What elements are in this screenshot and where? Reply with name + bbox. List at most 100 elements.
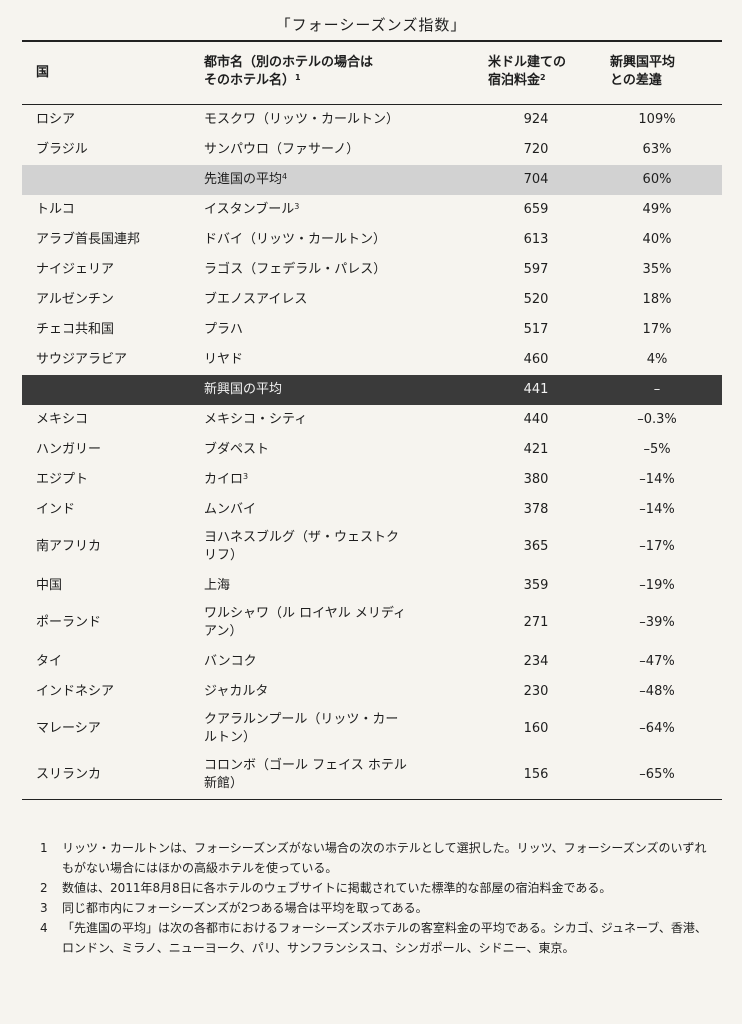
footnote-item: 4 「先進国の平均」は次の各都市におけるフォーシーズンズホテルの客室料金の平均であ… xyxy=(40,918,716,958)
city-cell: ヨハネスブルグ（ザ・ウェストク リフ） xyxy=(204,529,484,565)
city-cell: ラゴス（フェデラル・パレス） xyxy=(204,261,484,279)
table-row: インド ムンバイ 378 –14% xyxy=(22,495,722,525)
table-row: 南アフリカ ヨハネスブルグ（ザ・ウェストク リフ） 365 –17% xyxy=(22,525,722,571)
diff-cell: –17% xyxy=(639,539,675,554)
price-cell: 365 xyxy=(523,539,549,554)
diff-cell: –5% xyxy=(643,442,671,457)
city-line1: ワルシャワ（ル ロイヤル メリディ xyxy=(204,606,406,621)
table-row: メキシコ メキシコ・シティ 440 –0.3% xyxy=(22,405,722,435)
city-cell: ドバイ（リッツ・カールトン） xyxy=(204,231,484,249)
footnote-number: 2 xyxy=(40,881,48,895)
footnote-item: 2 数値は、2011年8月8日に各ホテルのウェブサイトに掲載されていた標準的な部屋… xyxy=(40,878,716,898)
city-cell: サンパウロ（ファサーノ） xyxy=(204,141,484,159)
country-cell: サウジアラビア xyxy=(36,352,128,367)
price-cell: 659 xyxy=(523,202,549,217)
country-cell: メキシコ xyxy=(36,412,89,427)
diff-cell: –47% xyxy=(639,654,675,669)
diff-cell: –0.3% xyxy=(637,412,677,427)
city-line1: ブダペスト xyxy=(204,442,270,457)
price-cell: 380 xyxy=(523,472,549,487)
price-cell: 440 xyxy=(523,412,549,427)
country-cell: ナイジェリア xyxy=(36,262,115,277)
table-row: アルゼンチン ブエノスアイレス 520 18% xyxy=(22,285,722,315)
city-line2: ルトン） xyxy=(204,730,257,745)
country-cell: スリランカ xyxy=(36,767,102,782)
header-price: 米ドル建ての 宿泊料金2 xyxy=(488,54,596,90)
city-line1: ヨハネスブルグ（ザ・ウェストク xyxy=(204,530,400,545)
country-cell: ロシア xyxy=(36,112,76,127)
footnote-text: 同じ都市内にフォーシーズンズが2つある場合は平均を取ってある。 xyxy=(62,901,428,915)
price-cell: 520 xyxy=(523,292,549,307)
table-row: トルコ イスタンブール3 659 49% xyxy=(22,195,722,225)
header-diff-line1: 新興国平均 xyxy=(610,55,676,70)
diff-cell: 35% xyxy=(642,262,672,277)
diff-cell: –14% xyxy=(639,472,675,487)
diff-cell: 49% xyxy=(642,202,672,217)
city-cell: 先進国の平均4 xyxy=(204,171,484,189)
country-cell: インドネシア xyxy=(36,684,115,699)
city-cell: リヤド xyxy=(204,351,484,369)
hotel-price-table: 国 都市名（別のホテルの場合は そのホテル名）1 米ドル建ての 宿泊料金2 新興… xyxy=(22,40,722,800)
footnote-text: 数値は、2011年8月8日に各ホテルのウェブサイトに掲載されていた標準的な部屋の… xyxy=(62,881,612,895)
city-cell: ワルシャワ（ル ロイヤル メリディ アン） xyxy=(204,605,484,641)
price-cell: 460 xyxy=(523,352,549,367)
diff-cell: 18% xyxy=(642,292,672,307)
city-line1: メキシコ・シティ xyxy=(204,412,308,427)
country-cell: 南アフリカ xyxy=(36,539,102,554)
footnote-text: リッツ・カールトンは、フォーシーズンズがない場合の次のホテルとして選択した。リッ… xyxy=(62,841,707,875)
country-cell: ハンガリー xyxy=(36,442,102,457)
country-cell: トルコ xyxy=(36,202,75,217)
city-line1: イスタンブール xyxy=(204,202,295,217)
diff-cell: –65% xyxy=(639,767,675,782)
table-row: タイ バンコク 234 –47% xyxy=(22,647,722,677)
city-line1: ラゴス（フェデラル・パレス） xyxy=(204,262,387,277)
table-body: ロシア モスクワ（リッツ・カールトン） 924 109% ブラジル サンパウロ（ファサーノ… xyxy=(22,105,722,799)
footnote-number: 4 xyxy=(40,921,48,935)
country-cell: ポーランド xyxy=(36,615,102,630)
city-cell: ブダペスト xyxy=(204,441,484,459)
price-cell: 441 xyxy=(523,382,549,397)
table-row: 中国 上海 359 –19% xyxy=(22,571,722,601)
city-line1: バンコク xyxy=(204,654,257,669)
city-cell: 新興国の平均 xyxy=(204,381,484,399)
table-row: スリランカ コロンボ（ゴール フェイス ホテル 新館） 156 –65% xyxy=(22,753,722,799)
city-line1: クアラルンプール（リッツ・カー xyxy=(204,712,399,727)
city-cell: カイロ3 xyxy=(204,471,484,489)
price-cell: 517 xyxy=(523,322,549,337)
table-row: ハンガリー ブダペスト 421 –5% xyxy=(22,435,722,465)
table-row: ポーランド ワルシャワ（ル ロイヤル メリディ アン） 271 –39% xyxy=(22,601,722,647)
city-cell: ムンバイ xyxy=(204,501,484,519)
diff-cell: 60% xyxy=(642,172,672,187)
country-cell: インド xyxy=(36,502,76,517)
emerging-average-row: 新興国の平均 441 – xyxy=(22,375,722,405)
price-cell: 613 xyxy=(523,232,549,247)
country-cell: アルゼンチン xyxy=(36,292,114,307)
country-cell: ブラジル xyxy=(36,142,88,157)
footnote-item: 3 同じ都市内にフォーシーズンズが2つある場合は平均を取ってある。 xyxy=(40,898,716,918)
price-cell: 720 xyxy=(523,142,549,157)
footnote-ref: 4 xyxy=(282,172,288,181)
header-diff-line2: との差違 xyxy=(610,73,662,88)
price-cell: 230 xyxy=(523,684,549,699)
city-line1: ムンバイ xyxy=(204,502,257,517)
city-cell: モスクワ（リッツ・カールトン） xyxy=(204,111,484,129)
diff-cell: 40% xyxy=(642,232,672,247)
developed-average-row: 先進国の平均4 704 60% xyxy=(22,165,722,195)
city-cell: ジャカルタ xyxy=(204,683,484,701)
price-cell: 160 xyxy=(523,721,549,736)
city-line2: アン） xyxy=(204,624,243,639)
footnote-ref: 3 xyxy=(243,472,249,481)
price-cell: 234 xyxy=(523,654,549,669)
city-line1: プラハ xyxy=(204,322,243,337)
header-price-line2: 宿泊料金 xyxy=(488,73,541,88)
city-line2: リフ） xyxy=(204,548,244,563)
city-line2: 新館） xyxy=(204,776,244,791)
city-line1: リヤド xyxy=(204,352,244,367)
diff-cell: –64% xyxy=(639,721,675,736)
diff-cell: 17% xyxy=(642,322,672,337)
footnote-text: 「先進国の平均」は次の各都市におけるフォーシーズンズホテルの客室料金の平均である… xyxy=(62,921,707,955)
city-cell: イスタンブール3 xyxy=(204,201,484,219)
city-line1: ジャカルタ xyxy=(204,684,269,699)
diff-cell: – xyxy=(653,382,661,397)
country-cell: チェコ共和国 xyxy=(36,322,115,337)
